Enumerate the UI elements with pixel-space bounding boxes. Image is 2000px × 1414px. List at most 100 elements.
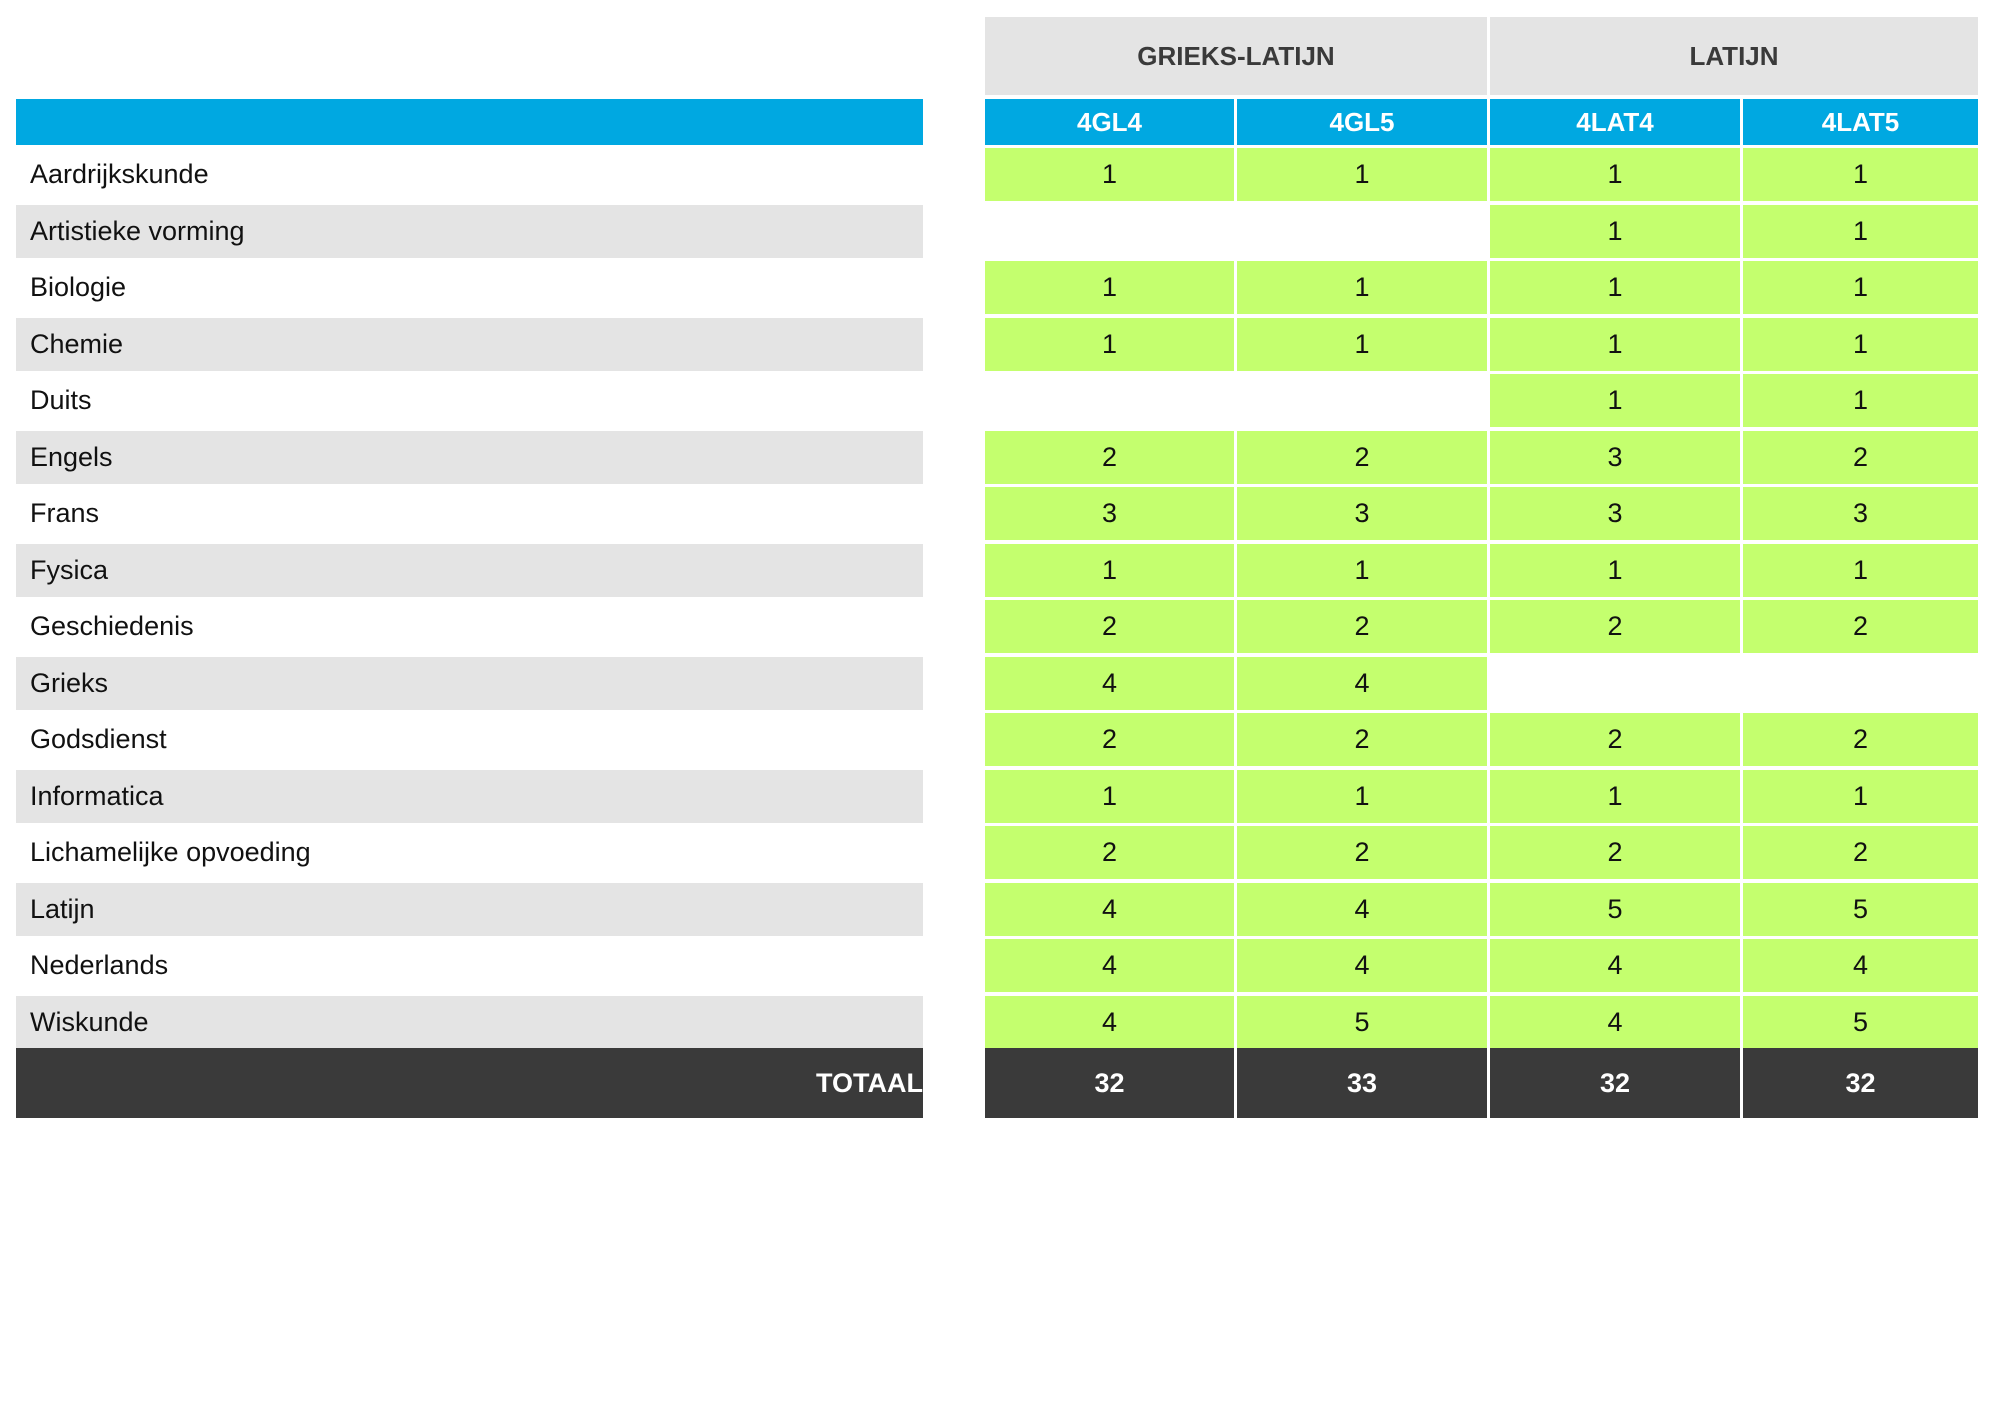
hours-cell: 1 xyxy=(1743,317,1978,371)
group-header-grieks-latijn: GRIEKS-LATIJN xyxy=(985,17,1487,95)
hours-cell: 4 xyxy=(985,882,1234,936)
hours-cell: 2 xyxy=(1743,826,1978,879)
total-value-4gl4: 32 xyxy=(985,1048,1234,1118)
hours-cell: 4 xyxy=(985,995,1234,1049)
subject-row: Godsdienst xyxy=(16,713,923,766)
subject-name: Nederlands xyxy=(30,950,169,980)
column-header-4gl5: 4GL5 xyxy=(1237,99,1487,145)
hours-cell: 3 xyxy=(985,487,1234,540)
hours-cell: 1 xyxy=(985,148,1234,201)
hours-cell: 2 xyxy=(1490,600,1740,653)
hours-cell: 1 xyxy=(1237,261,1487,314)
hours-cell: 1 xyxy=(1490,317,1740,371)
hours-cell: 1 xyxy=(1490,261,1740,314)
hours-cell: 4 xyxy=(1743,939,1978,992)
hours-cell: 2 xyxy=(1490,713,1740,766)
hours-cell: 2 xyxy=(1237,713,1487,766)
hours-cell: 4 xyxy=(1490,995,1740,1049)
hours-cell: 5 xyxy=(1743,995,1978,1049)
subject-name: Geschiedenis xyxy=(30,611,194,641)
class-code-header-row: 4GL4 4GL5 4LAT4 4LAT5 xyxy=(985,99,1978,145)
subject-list: Aardrijkskunde Artistieke vorming Biologie… xyxy=(16,148,923,1052)
hours-cell: 4 xyxy=(1490,939,1740,992)
subject-row: Engels xyxy=(16,430,923,484)
hours-cell: 1 xyxy=(1490,543,1740,597)
subject-name: Lichamelijke opvoeding xyxy=(30,837,311,867)
hours-cell: 2 xyxy=(985,826,1234,879)
group-header-latijn: LATIJN xyxy=(1490,17,1978,95)
subject-row: Fysica xyxy=(16,543,923,597)
hours-cell xyxy=(985,205,1234,258)
total-value-4lat5: 32 xyxy=(1743,1048,1978,1118)
hours-cell: 3 xyxy=(1490,487,1740,540)
subject-row: Grieks xyxy=(16,656,923,710)
hours-cell: 1 xyxy=(1743,148,1978,201)
hours-cell: 4 xyxy=(1237,656,1487,710)
subject-name: Duits xyxy=(30,385,92,415)
hours-cell: 2 xyxy=(1237,430,1487,484)
hours-cell: 1 xyxy=(985,261,1234,314)
column-header-4lat5: 4LAT5 xyxy=(1743,99,1978,145)
hours-cell: 1 xyxy=(1743,769,1978,823)
hours-cell: 4 xyxy=(985,656,1234,710)
hours-cell: 5 xyxy=(1237,995,1487,1049)
hours-cell: 4 xyxy=(985,939,1234,992)
hours-cell: 1 xyxy=(1743,374,1978,427)
hours-cell: 1 xyxy=(1743,543,1978,597)
subject-row: Lichamelijke opvoeding xyxy=(16,826,923,879)
hours-cell: 1 xyxy=(1743,261,1978,314)
hours-cell: 2 xyxy=(1490,826,1740,879)
hours-cell: 2 xyxy=(985,430,1234,484)
hours-cell xyxy=(1490,657,1740,710)
total-row: 32 33 32 32 xyxy=(985,1048,1978,1118)
subject-row: Informatica xyxy=(16,769,923,823)
hours-cell: 2 xyxy=(1237,826,1487,879)
subject-name: Chemie xyxy=(30,328,124,359)
hours-cell: 1 xyxy=(1237,317,1487,371)
hours-cell xyxy=(1237,205,1487,258)
hours-cell: 1 xyxy=(1490,769,1740,823)
subject-header-bar xyxy=(16,99,923,145)
hours-cell: 2 xyxy=(985,600,1234,653)
hours-cell xyxy=(1237,374,1487,427)
column-header-4gl4: 4GL4 xyxy=(985,99,1234,145)
hours-cell: 3 xyxy=(1237,487,1487,540)
hours-cell: 4 xyxy=(1237,882,1487,936)
subject-name: Artistieke vorming xyxy=(30,215,245,246)
group-header-row: GRIEKS-LATIJN LATIJN xyxy=(985,17,1978,95)
total-label: TOTAAL xyxy=(16,1048,923,1118)
hours-cell: 3 xyxy=(1743,487,1978,540)
total-value-4gl5: 33 xyxy=(1237,1048,1487,1118)
subject-name: Fysica xyxy=(30,554,109,585)
hours-cell: 1 xyxy=(985,543,1234,597)
subject-name: Godsdienst xyxy=(30,724,167,754)
subject-row: Wiskunde xyxy=(16,995,923,1049)
subject-name: Grieks xyxy=(30,667,109,698)
hours-cell: 5 xyxy=(1743,882,1978,936)
subject-name: Informatica xyxy=(30,780,164,811)
hours-cell: 4 xyxy=(1237,939,1487,992)
hours-cell: 1 xyxy=(1237,769,1487,823)
subject-name: Biologie xyxy=(30,272,127,302)
hours-cell: 1 xyxy=(1490,204,1740,258)
hours-cell: 2 xyxy=(1237,600,1487,653)
subject-name: Aardrijkskunde xyxy=(30,159,209,189)
subject-row: Duits xyxy=(16,374,923,427)
total-value-4lat4: 32 xyxy=(1490,1048,1740,1118)
hours-cell: 1 xyxy=(985,317,1234,371)
subject-name: Frans xyxy=(30,498,100,528)
subject-row: Chemie xyxy=(16,317,923,371)
